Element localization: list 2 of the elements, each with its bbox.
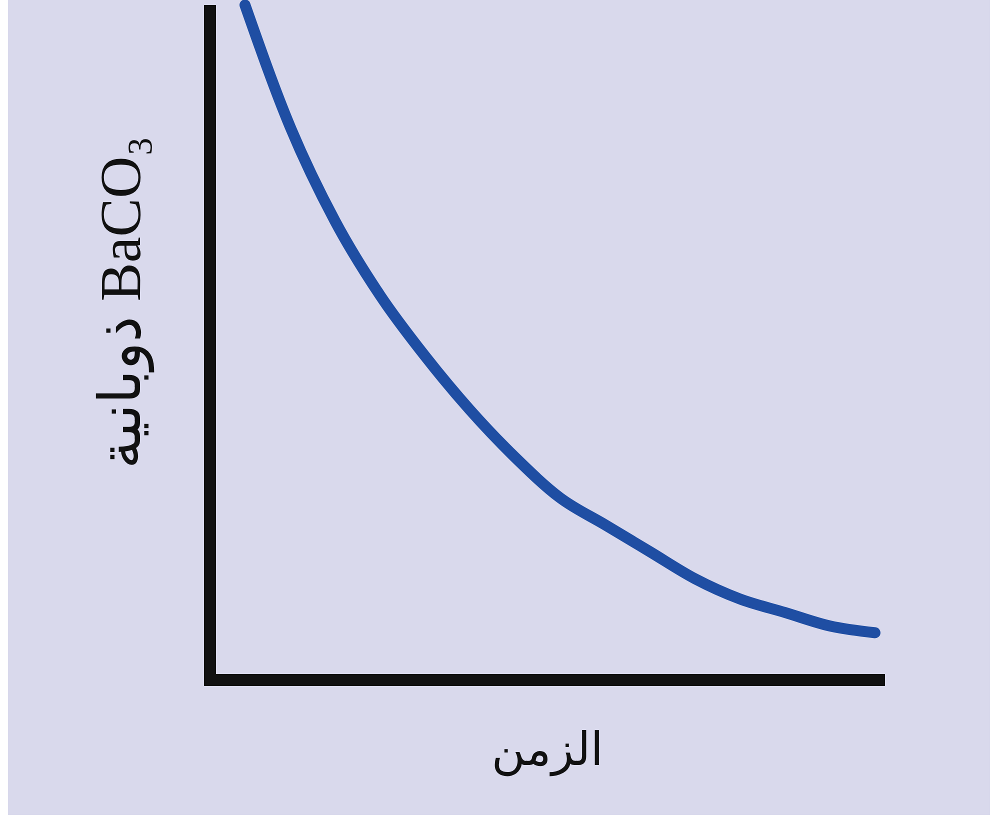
y-axis-title: ذوبانية BaCO₃	[88, 136, 155, 469]
x-axis-title: الزمن	[492, 724, 604, 777]
